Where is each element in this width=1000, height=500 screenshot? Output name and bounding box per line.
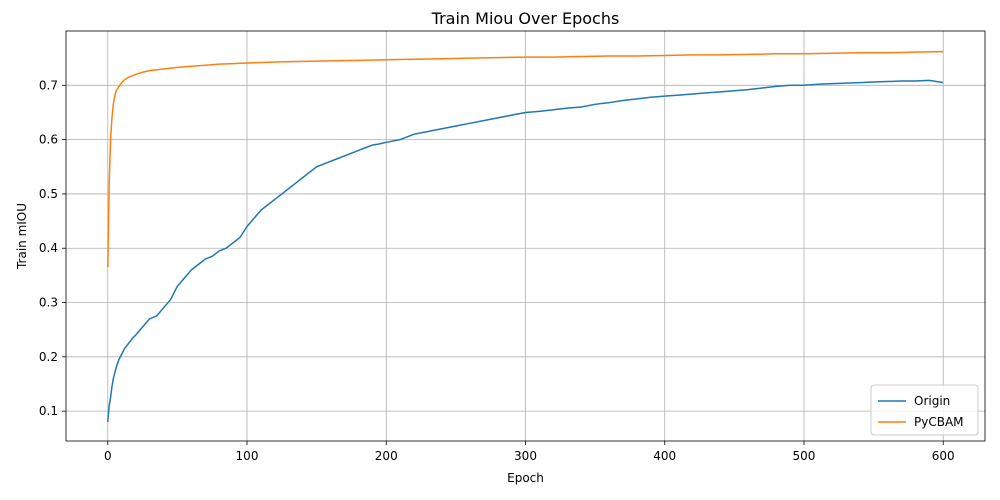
y-tick-label: 0.2: [39, 350, 58, 364]
y-tick-label: 0.1: [39, 404, 58, 418]
x-axis-label: Epoch: [507, 471, 544, 485]
grid: [66, 31, 985, 441]
legend: Origin PyCBAM: [870, 384, 979, 436]
axis-tick-labels: 0 100 200 300 400 500 600 0.1 0.2 0.3 0.4 0.5 0.6 0.7: [39, 78, 955, 463]
y-tick-label: 0.4: [39, 241, 58, 255]
series-layer: [107, 50, 944, 423]
axis-ticks: [62, 84, 944, 445]
x-tick-label: 100: [236, 449, 259, 463]
x-tick-label: 400: [653, 449, 676, 463]
x-tick-label: 200: [375, 449, 398, 463]
y-tick-label: 0.6: [39, 133, 58, 147]
x-tick-label: 300: [514, 449, 537, 463]
legend-label-pycbam: PyCBAM: [914, 415, 964, 429]
chart-title: Train Miou Over Epochs: [431, 9, 620, 28]
y-axis-label: Train mIOU: [15, 203, 29, 270]
series-line-pycbam: [107, 50, 944, 268]
y-tick-label: 0.7: [39, 78, 58, 92]
legend-label-origin: Origin: [914, 394, 950, 408]
x-tick-label: 600: [932, 449, 955, 463]
y-tick-label: 0.3: [39, 296, 58, 310]
y-tick-label: 0.5: [39, 187, 58, 201]
series-line-origin: [107, 79, 944, 423]
x-tick-label: 500: [793, 449, 816, 463]
x-tick-label: 0: [104, 449, 112, 463]
